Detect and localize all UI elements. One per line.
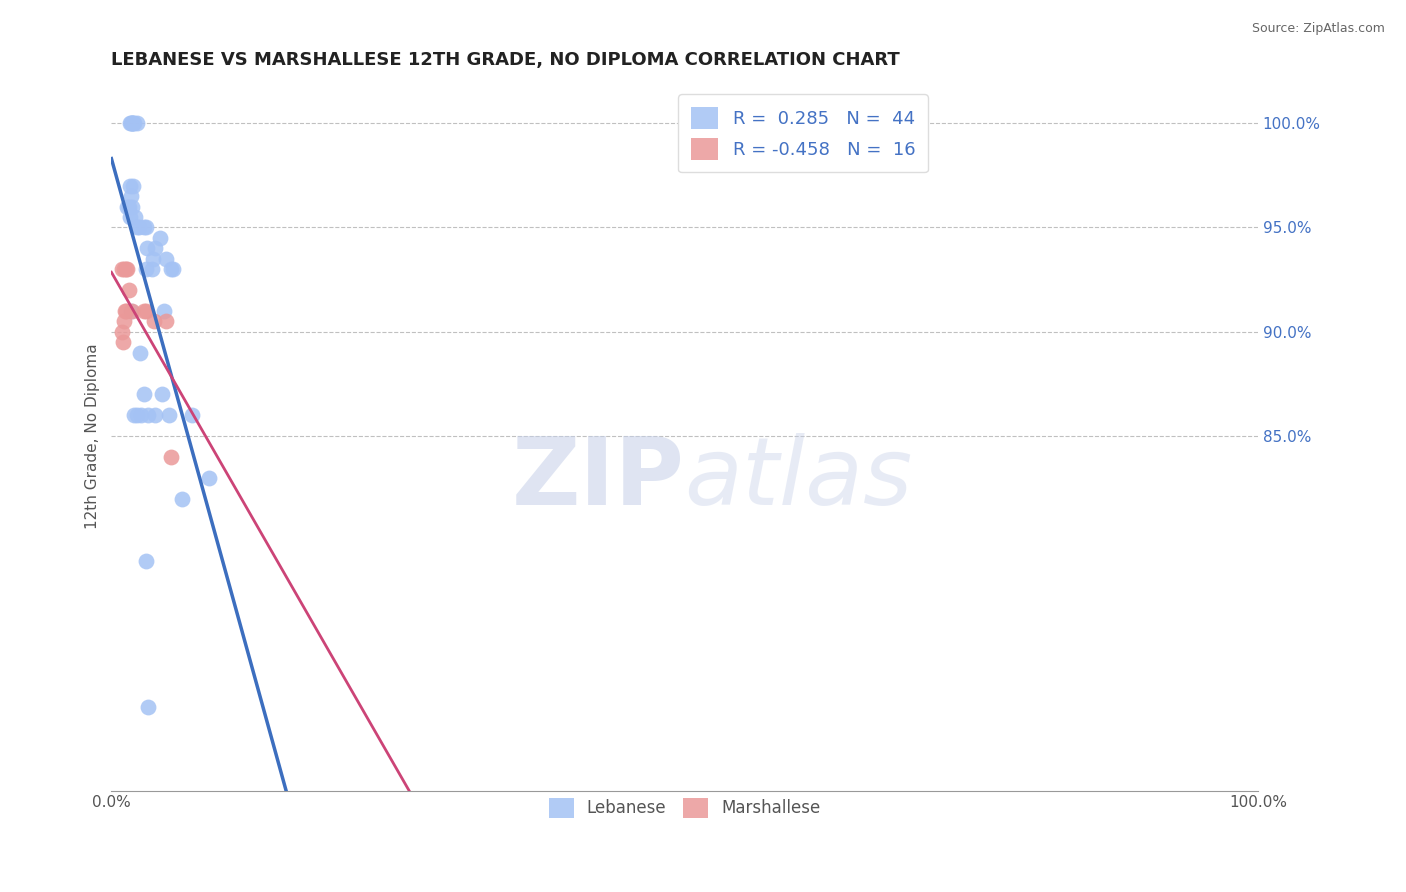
Point — [153, 303, 176, 318]
Point — [150, 387, 173, 401]
Point — [120, 189, 142, 203]
Text: LEBANESE VS MARSHALLESE 12TH GRADE, NO DIPLOMA CORRELATION CHART: LEBANESE VS MARSHALLESE 12TH GRADE, NO D… — [111, 51, 900, 69]
Point — [120, 116, 142, 130]
Point — [135, 220, 157, 235]
Point — [132, 387, 155, 401]
Point — [117, 262, 139, 277]
Y-axis label: 12th Grade, No Diploma: 12th Grade, No Diploma — [86, 343, 100, 529]
Point — [112, 262, 135, 277]
Point — [160, 262, 183, 277]
Point — [121, 116, 143, 130]
Point — [135, 262, 157, 277]
Point — [136, 700, 159, 714]
Point — [125, 116, 148, 130]
Point — [143, 241, 166, 255]
Text: atlas: atlas — [685, 433, 912, 524]
Point — [117, 200, 139, 214]
Point — [143, 408, 166, 422]
Point — [125, 408, 148, 422]
Point — [111, 262, 134, 277]
Point — [115, 262, 138, 277]
Point — [124, 210, 146, 224]
Point — [117, 200, 139, 214]
Point — [180, 408, 202, 422]
Point — [120, 303, 142, 318]
Point — [162, 262, 184, 277]
Point — [129, 408, 152, 422]
Point — [160, 450, 183, 464]
Point — [124, 408, 146, 422]
Point — [136, 241, 159, 255]
Point — [121, 200, 143, 214]
Point — [128, 220, 150, 235]
Point — [115, 303, 138, 318]
Point — [125, 220, 148, 235]
Point — [157, 408, 180, 422]
Point — [112, 314, 135, 328]
Point — [132, 220, 155, 235]
Point — [129, 345, 152, 359]
Point — [122, 116, 145, 130]
Point — [198, 471, 221, 485]
Point — [142, 314, 165, 328]
Point — [118, 178, 141, 193]
Point — [124, 116, 146, 130]
Point — [148, 231, 170, 245]
Point — [142, 252, 165, 266]
Point — [118, 210, 141, 224]
Point — [135, 554, 157, 568]
Point — [121, 303, 143, 318]
Point — [114, 303, 136, 318]
Point — [132, 303, 155, 318]
Point — [155, 252, 177, 266]
Text: Source: ZipAtlas.com: Source: ZipAtlas.com — [1251, 22, 1385, 36]
Point — [117, 283, 139, 297]
Point — [111, 335, 134, 350]
Point — [118, 116, 141, 130]
Point — [136, 408, 159, 422]
Text: ZIP: ZIP — [512, 433, 685, 524]
Point — [135, 303, 157, 318]
Point — [155, 314, 177, 328]
Legend: Lebanese, Marshallese: Lebanese, Marshallese — [541, 791, 827, 825]
Point — [141, 262, 163, 277]
Point — [122, 178, 145, 193]
Point — [111, 325, 134, 339]
Point — [121, 116, 143, 130]
Point — [172, 491, 194, 506]
